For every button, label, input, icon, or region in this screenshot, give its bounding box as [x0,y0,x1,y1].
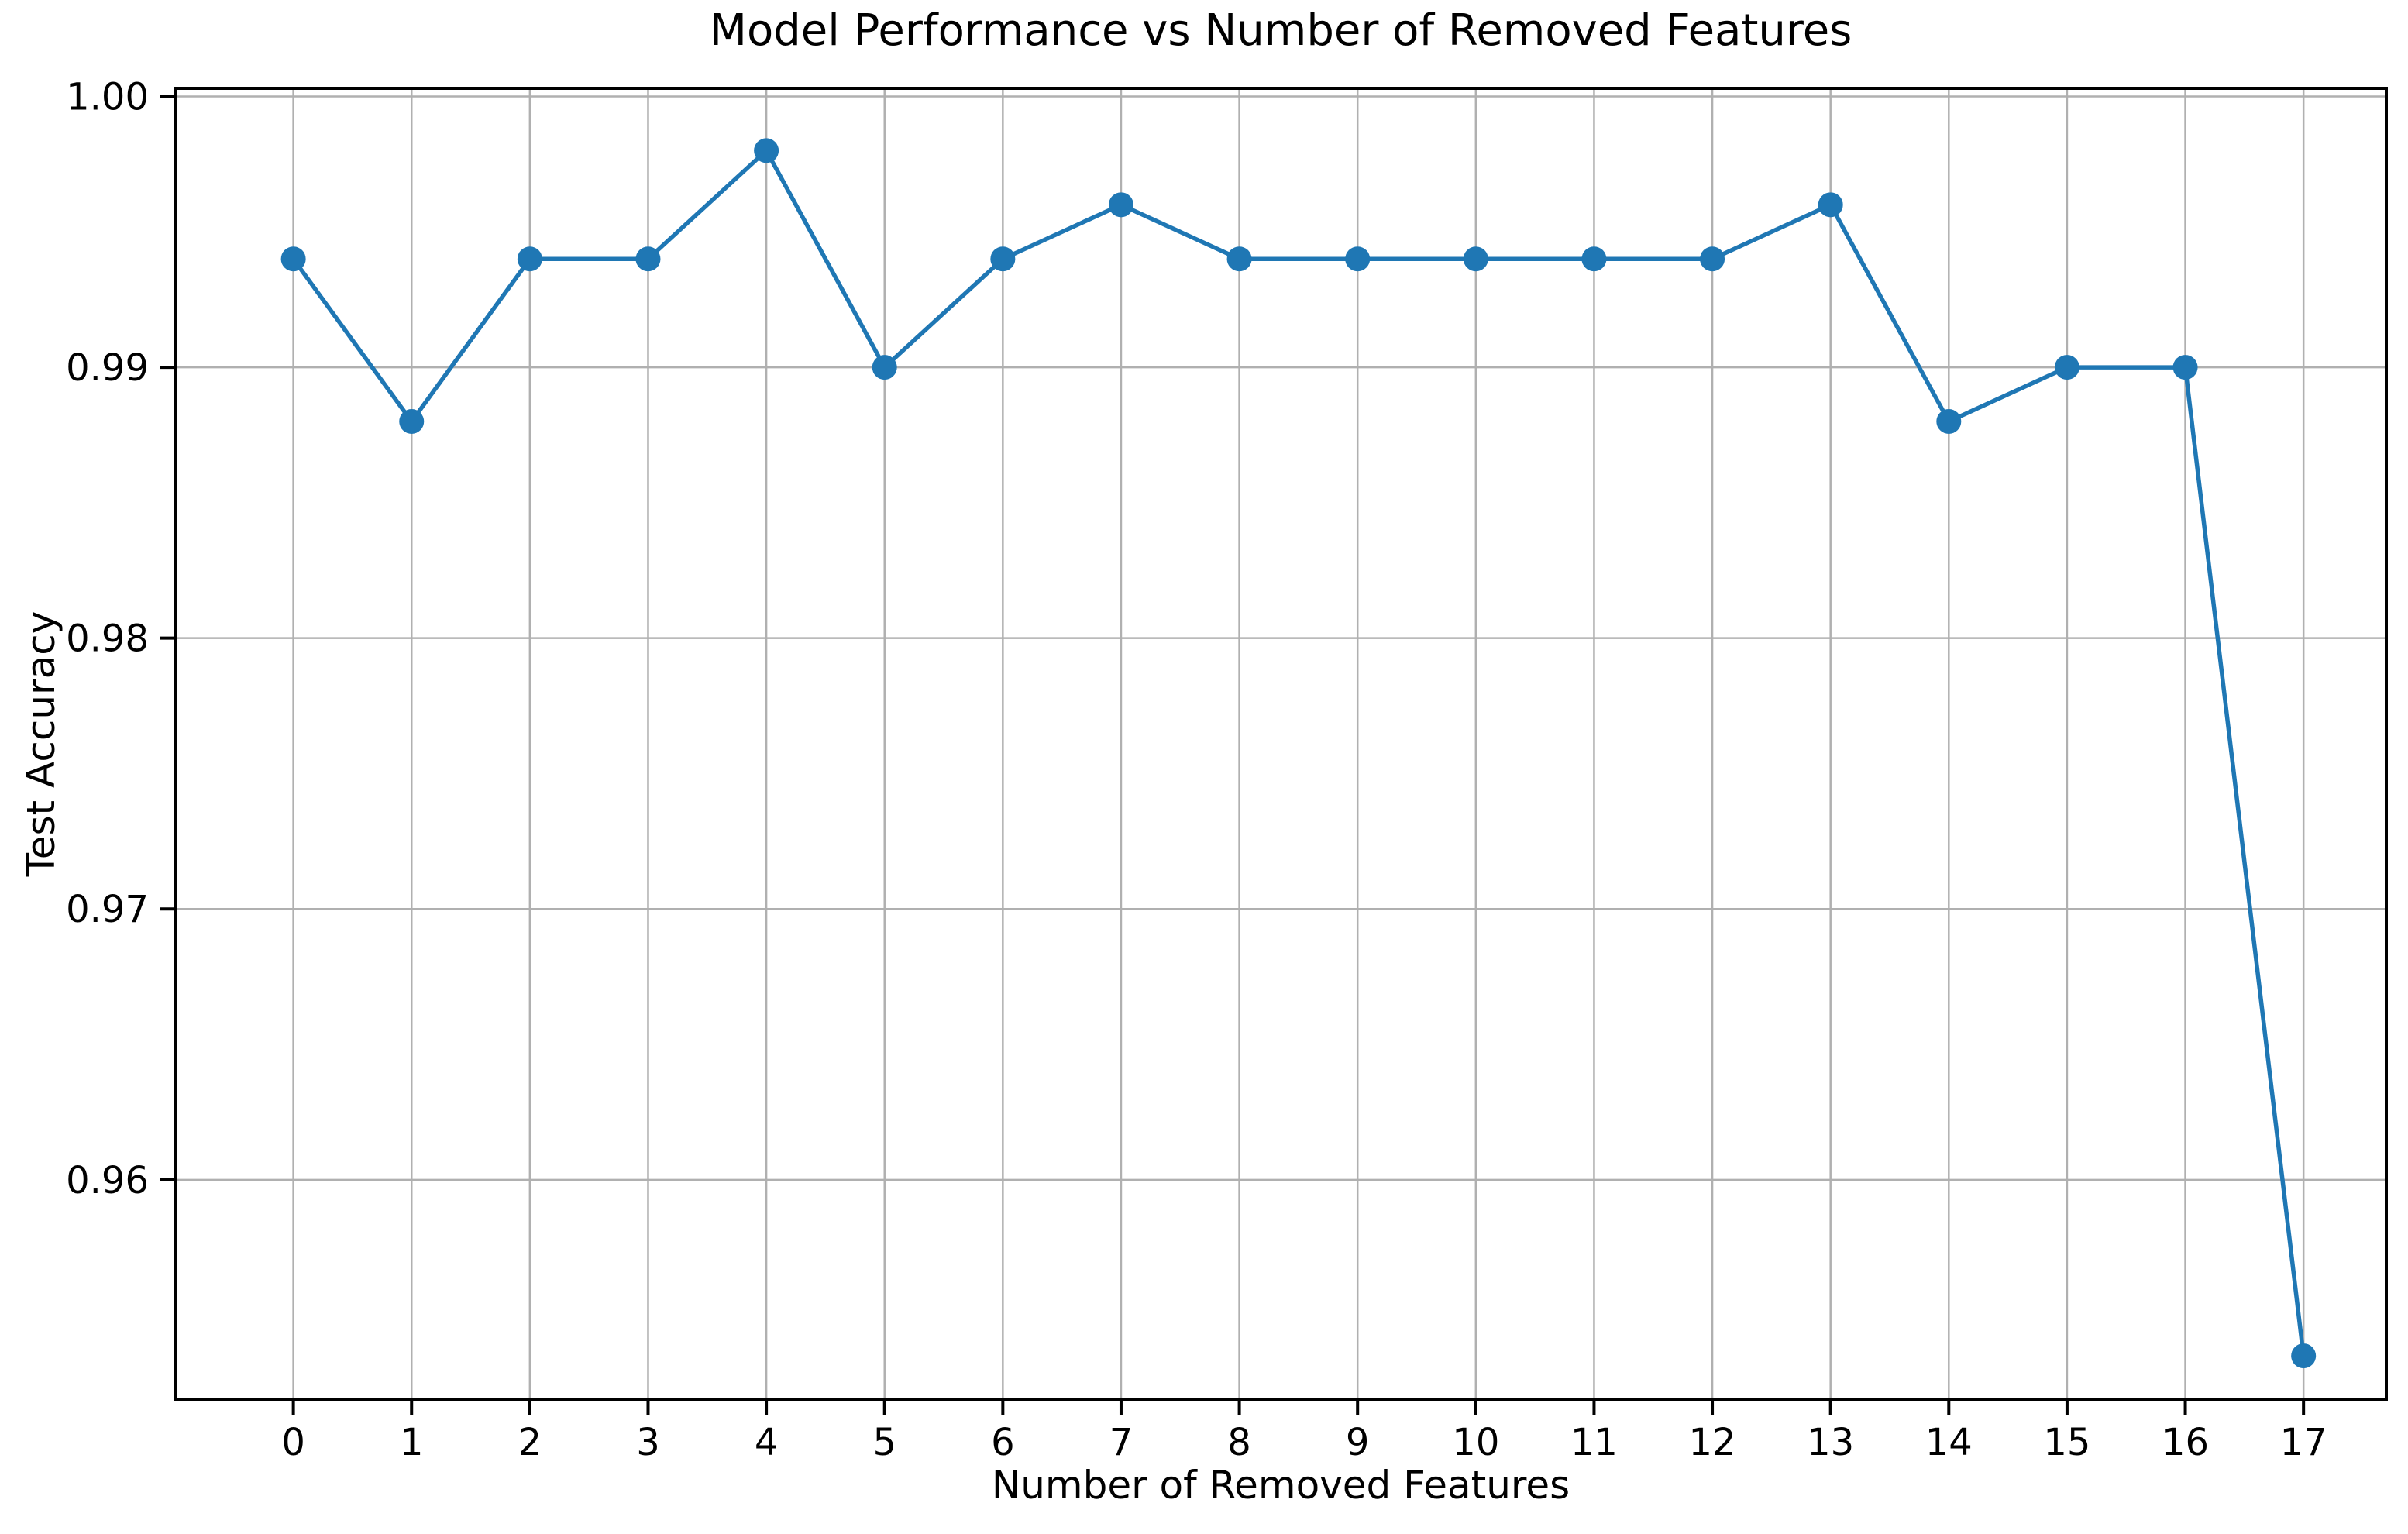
data-point-marker [1581,246,1607,272]
x-tick-label: 14 [1925,1421,1973,1464]
x-tick-label: 16 [2162,1421,2209,1464]
plot-border [174,87,2388,1401]
x-tick-label: 4 [755,1421,779,1464]
data-point-marker [1463,246,1488,272]
data-point-marker [1108,192,1133,218]
x-tick-label: 10 [1452,1421,1499,1464]
y-axis-ticks [160,95,175,1181]
y-tick-label: 0.96 [66,1159,149,1202]
data-point-marker [517,246,542,272]
x-tick-label: 2 [518,1421,542,1464]
gridlines [175,88,2386,1399]
x-tick-label: 15 [2043,1421,2090,1464]
x-tick-label: 5 [872,1421,896,1464]
y-tick-label: 0.98 [66,617,149,661]
data-point-marker [2172,355,2198,380]
data-point-marker [399,408,425,434]
data-point-marker [1700,246,1725,272]
x-tick-label: 0 [281,1421,305,1464]
x-tick-label: 6 [991,1421,1015,1464]
y-tick-label: 0.97 [66,888,149,931]
x-tick-label: 3 [636,1421,660,1464]
x-tick-label: 11 [1570,1421,1618,1464]
data-point-marker [990,246,1016,272]
x-tick-label: 1 [400,1421,424,1464]
x-tick-labels: 0 1 2 3 4 5 6 7 8 9 10 11 12 13 14 15 16 17 [281,1421,2327,1464]
data-line [291,148,2306,1358]
y-tick-labels: 1.00 0.99 0.98 0.97 0.96 [66,75,149,1202]
y-tick-label: 0.99 [66,346,149,390]
x-tick-label: 17 [2280,1421,2327,1464]
data-point-marker [2291,1343,2317,1369]
data-point-marker [2054,355,2079,380]
plot-background [175,88,2386,1399]
x-axis-ticks [291,1399,2306,1415]
x-tick-label: 7 [1109,1421,1133,1464]
data-point-marker [1818,192,1843,218]
data-point-marker [872,355,897,380]
x-tick-label: 8 [1227,1421,1251,1464]
x-axis-label: Number of Removed Features [992,1463,1570,1508]
data-series [280,138,2317,1369]
y-axis-label: Test Accuracy [19,611,64,878]
data-point-marker [635,246,661,272]
data-point-marker [1936,408,1962,434]
data-point-marker [280,246,306,272]
data-point-marker [1226,246,1252,272]
x-tick-label: 12 [1689,1421,1736,1464]
x-tick-label: 9 [1346,1421,1370,1464]
chart-title: Model Performance vs Number of Removed F… [710,5,1852,56]
y-tick-label: 1.00 [66,75,149,119]
data-point-marker [1345,246,1371,272]
data-point-marker [754,138,779,163]
x-tick-label: 13 [1807,1421,1854,1464]
